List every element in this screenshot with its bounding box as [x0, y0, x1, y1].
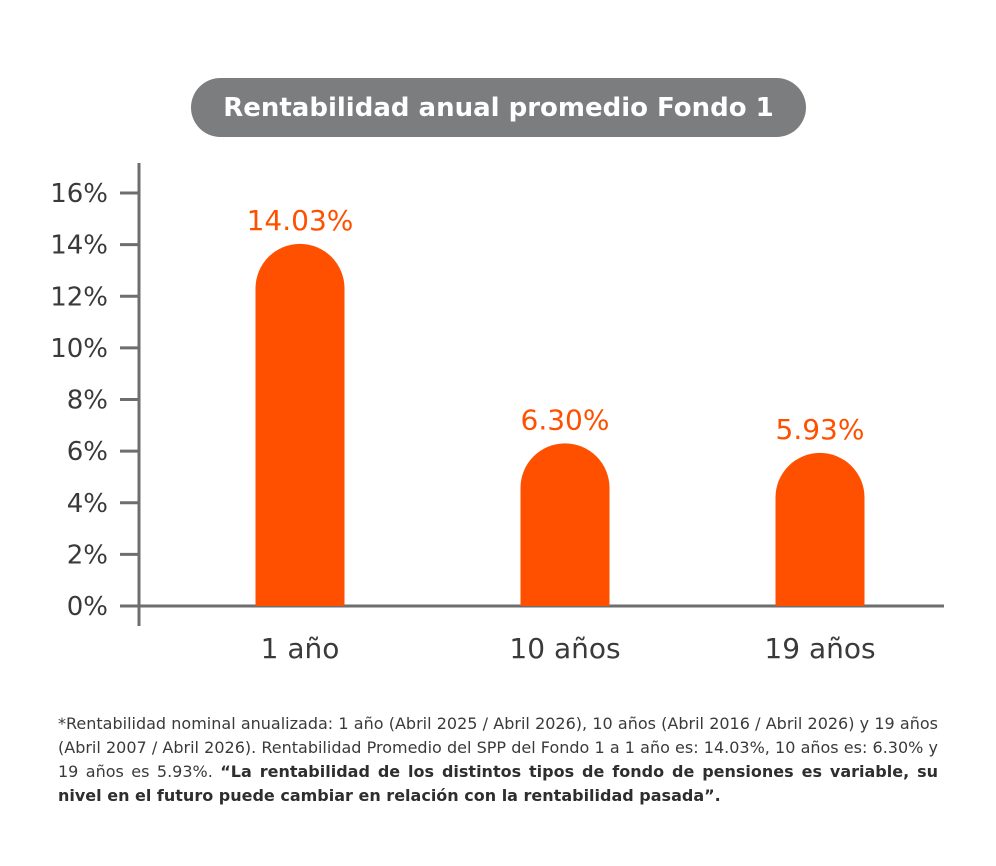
bar-chart: 0% 2% 4% 6% 8% 10% 12% 14% 16% 1 año 10 años 19 añ… — [50, 163, 944, 665]
y-tick-label: 6% — [67, 437, 108, 467]
y-tick-label: 4% — [67, 489, 108, 519]
footnote: *Rentabilidad nominal anualizada: 1 año … — [58, 712, 938, 808]
x-axis: 1 año 10 años 19 años — [139, 604, 944, 665]
y-tick-label: 12% — [50, 282, 108, 312]
footnote-bold: “La rentabilidad de los distintos tipos … — [58, 762, 938, 805]
y-tick-label: 8% — [67, 386, 108, 416]
bar — [520, 443, 610, 606]
bar-value-label: 14.03% — [247, 204, 354, 237]
chart-title: Rentabilidad anual promedio Fondo 1 — [191, 78, 806, 137]
bar — [255, 243, 345, 606]
y-tick-label: 2% — [67, 540, 108, 570]
footnote-regular: *Rentabilidad nominal anualizada: 1 año … — [58, 714, 938, 781]
y-tick-label: 10% — [50, 334, 108, 364]
bar-value-label: 5.93% — [776, 413, 865, 446]
x-category-label: 19 años — [764, 632, 875, 665]
y-tick-label: 14% — [50, 231, 108, 261]
chart-title-text: Rentabilidad anual promedio Fondo 1 — [223, 92, 774, 123]
bars: 14.03% 6.30% 5.93% — [247, 204, 865, 606]
y-tick-label: 0% — [67, 592, 108, 622]
y-tick-label: 16% — [50, 179, 108, 209]
bar — [775, 452, 865, 606]
x-category-label: 1 año — [261, 632, 340, 665]
bar-value-label: 6.30% — [521, 403, 610, 436]
y-axis: 0% 2% 4% 6% 8% 10% 12% 14% 16% — [50, 163, 141, 626]
x-category-label: 10 años — [509, 632, 620, 665]
